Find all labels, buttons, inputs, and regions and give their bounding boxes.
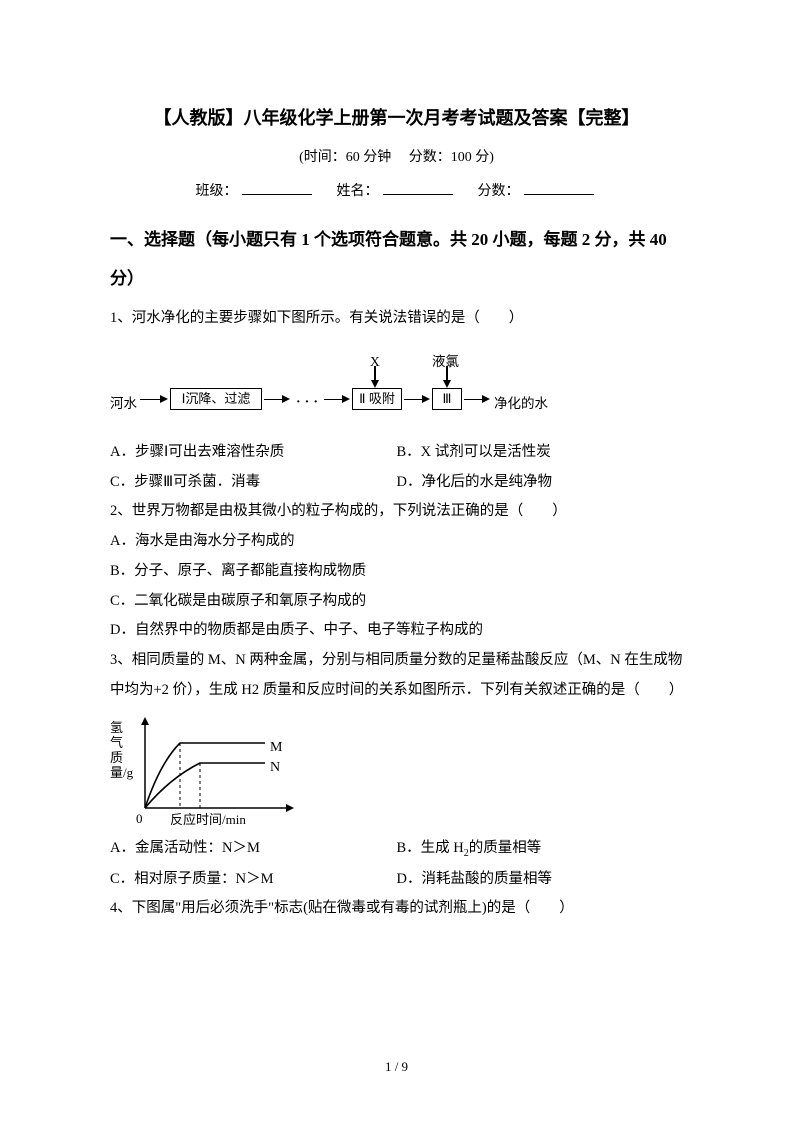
arrow-head-icon bbox=[160, 395, 168, 403]
chart-x-label: 反应时间/min bbox=[170, 807, 246, 833]
q1-option-d: D．净化后的水是纯净物 bbox=[397, 468, 684, 498]
arrow bbox=[324, 399, 344, 401]
exam-meta: (时间：60 分钟 分数：100 分) bbox=[110, 144, 683, 172]
q1-option-a: A．步骤Ⅰ可出去难溶性杂质 bbox=[110, 438, 397, 468]
exam-time: (时间：60 分钟 bbox=[299, 150, 391, 165]
page-footer: 1 / 9 bbox=[0, 1054, 793, 1080]
q1-option-b: B．X 试剂可以是活性炭 bbox=[397, 438, 684, 468]
arrow-head-icon bbox=[282, 395, 290, 403]
q2-option-d: D．自然界中的物质都是由质子、中子、电子等粒子构成的 bbox=[110, 616, 683, 646]
arrow bbox=[404, 399, 424, 401]
q4-stem: 4、下图属"用后必须洗手"标志(贴在微毒或有毒的试剂瓶上)的是（ ） bbox=[110, 894, 683, 924]
arrow bbox=[140, 399, 162, 401]
q3-option-a: A．金属活动性：N＞M bbox=[110, 834, 397, 864]
page-title: 【人教版】八年级化学上册第一次月考考试题及答案【完整】 bbox=[110, 100, 683, 136]
q3-line-chart: 氢气质量/g 0 反应时间/min M N bbox=[110, 713, 340, 828]
q3-option-d: D．消耗盐酸的质量相等 bbox=[397, 865, 684, 895]
chart-origin-label: 0 bbox=[136, 806, 143, 832]
exam-fullscore: 分数：100 分) bbox=[409, 150, 494, 165]
q3-b-post: 的质量相等 bbox=[469, 840, 542, 856]
q2-option-c: C．二氧化碳是由碳原子和氧原子构成的 bbox=[110, 587, 683, 617]
blank-class[interactable] bbox=[242, 181, 312, 195]
section-1-header: 一、选择题（每小题只有 1 个选项符合题意。共 20 小题，每题 2 分，共 4… bbox=[110, 220, 683, 298]
chart-y-label: 氢气质量/g bbox=[110, 721, 126, 781]
blank-name[interactable] bbox=[383, 181, 453, 195]
diagram-box-1: Ⅰ沉降、过滤 bbox=[170, 388, 262, 410]
q1-option-c: C．步骤Ⅲ可杀菌．消毒 bbox=[110, 468, 397, 498]
diagram-box-3: Ⅲ bbox=[432, 388, 462, 410]
diagram-box-2: Ⅱ 吸附 bbox=[352, 388, 402, 410]
diagram-output-label: 净化的水 bbox=[494, 390, 548, 417]
label-score: 分数： bbox=[478, 184, 520, 199]
arrow bbox=[264, 399, 284, 401]
diagram-dots: ··· bbox=[296, 389, 322, 417]
q3-stem: 3、相同质量的 M、N 两种金属，分别与相同质量分数的足量稀盐酸反应（M、N 在… bbox=[110, 646, 683, 705]
q3-option-c: C．相对原子质量：N＞M bbox=[110, 865, 397, 895]
q2-option-b: B．分子、原子、离子都能直接构成物质 bbox=[110, 557, 683, 587]
q1-stem: 1、河水净化的主要步骤如下图所示。有关说法错误的是（ ） bbox=[110, 304, 683, 334]
q3-options: A．金属活动性：N＞M B．生成 H2的质量相等 C．相对原子质量：N＞M D．… bbox=[110, 834, 683, 894]
q3-b-pre: B．生成 H bbox=[397, 840, 464, 856]
diagram-input-label: 河水 bbox=[110, 390, 137, 417]
q2-stem: 2、世界万物都是由极其微小的粒子构成的，下列说法正确的是（ ） bbox=[110, 497, 683, 527]
arrow-head-icon bbox=[422, 395, 430, 403]
label-class: 班级： bbox=[196, 184, 238, 199]
student-info-line: 班级： 姓名： 分数： bbox=[110, 178, 683, 206]
chart-series-n-label: N bbox=[270, 754, 280, 782]
label-name: 姓名： bbox=[337, 184, 379, 199]
q2-option-a: A．海水是由海水分子构成的 bbox=[110, 527, 683, 557]
q3-option-b: B．生成 H2的质量相等 bbox=[397, 834, 684, 864]
arrow-head-icon bbox=[482, 395, 490, 403]
q1-options: A．步骤Ⅰ可出去难溶性杂质 B．X 试剂可以是活性炭 C．步骤Ⅲ可杀菌．消毒 D… bbox=[110, 438, 683, 497]
q1-flow-diagram: 河水 Ⅰ沉降、过滤 ··· X Ⅱ 吸附 液氯 Ⅲ 净化的水 bbox=[110, 346, 683, 426]
arrow bbox=[464, 399, 484, 401]
blank-score[interactable] bbox=[524, 181, 594, 195]
q2-options: A．海水是由海水分子构成的 B．分子、原子、离子都能直接构成物质 C．二氧化碳是… bbox=[110, 527, 683, 646]
arrow-head-icon bbox=[342, 395, 350, 403]
